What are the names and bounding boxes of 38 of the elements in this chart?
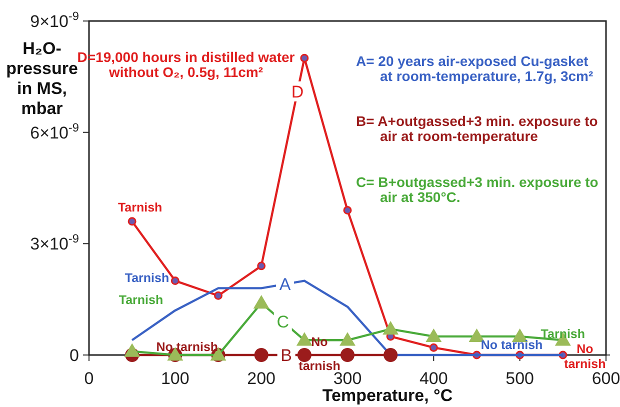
- annotation: B= A+outgassed+3 min. exposure to air at room-temperature: [356, 113, 598, 144]
- annotation: Tarnish: [118, 293, 164, 307]
- x-tick-label: 400: [419, 369, 448, 388]
- y-tick-label: 0: [70, 346, 79, 365]
- series-label: B: [280, 346, 292, 365]
- annotation: Tarnish: [118, 200, 162, 214]
- annotation: Tarnish: [124, 271, 170, 285]
- point: [128, 217, 136, 226]
- y-tick-label: 6×10$^{-9}$: [30, 120, 80, 142]
- annotation: No tarnish: [156, 340, 218, 354]
- x-axis-title: Temperature, °C: [322, 386, 453, 405]
- annotation: No tarnish: [564, 342, 606, 371]
- point: [384, 348, 398, 362]
- y-tick-label: 3×10$^{-9}$: [30, 232, 80, 254]
- series-label: D: [291, 82, 304, 102]
- x-tick-label: 0: [84, 369, 94, 388]
- series-label: C: [276, 312, 290, 332]
- series-label: A: [279, 275, 292, 294]
- point: [340, 348, 354, 362]
- point: [214, 291, 222, 300]
- y-tick-label: 9×10$^{-9}$: [30, 9, 80, 31]
- x-tick-label: 200: [247, 369, 276, 388]
- x-tick-label: 600: [592, 369, 620, 388]
- x-tick-label: 300: [333, 369, 362, 388]
- annotation: C= B+outgassed+3 min. exposure to air at 350°C.: [356, 174, 598, 205]
- y-axis-title: H₂O- pressure in MS, mbar: [6, 39, 78, 118]
- point: [429, 343, 438, 352]
- point: [297, 348, 312, 362]
- x-tick-label: 100: [160, 369, 190, 388]
- annotation: A= 20 years air-exposed Cu-gasket at room-temperature, 1.7g, 3cm²: [356, 53, 594, 84]
- x-tick-label: 500: [506, 369, 534, 388]
- point: [254, 348, 268, 362]
- point: [343, 206, 352, 215]
- point: [300, 54, 309, 62]
- annotation: Tarnish: [540, 327, 586, 342]
- annotation: No tarnish: [480, 338, 543, 352]
- point: [170, 276, 180, 286]
- point: [257, 262, 266, 270]
